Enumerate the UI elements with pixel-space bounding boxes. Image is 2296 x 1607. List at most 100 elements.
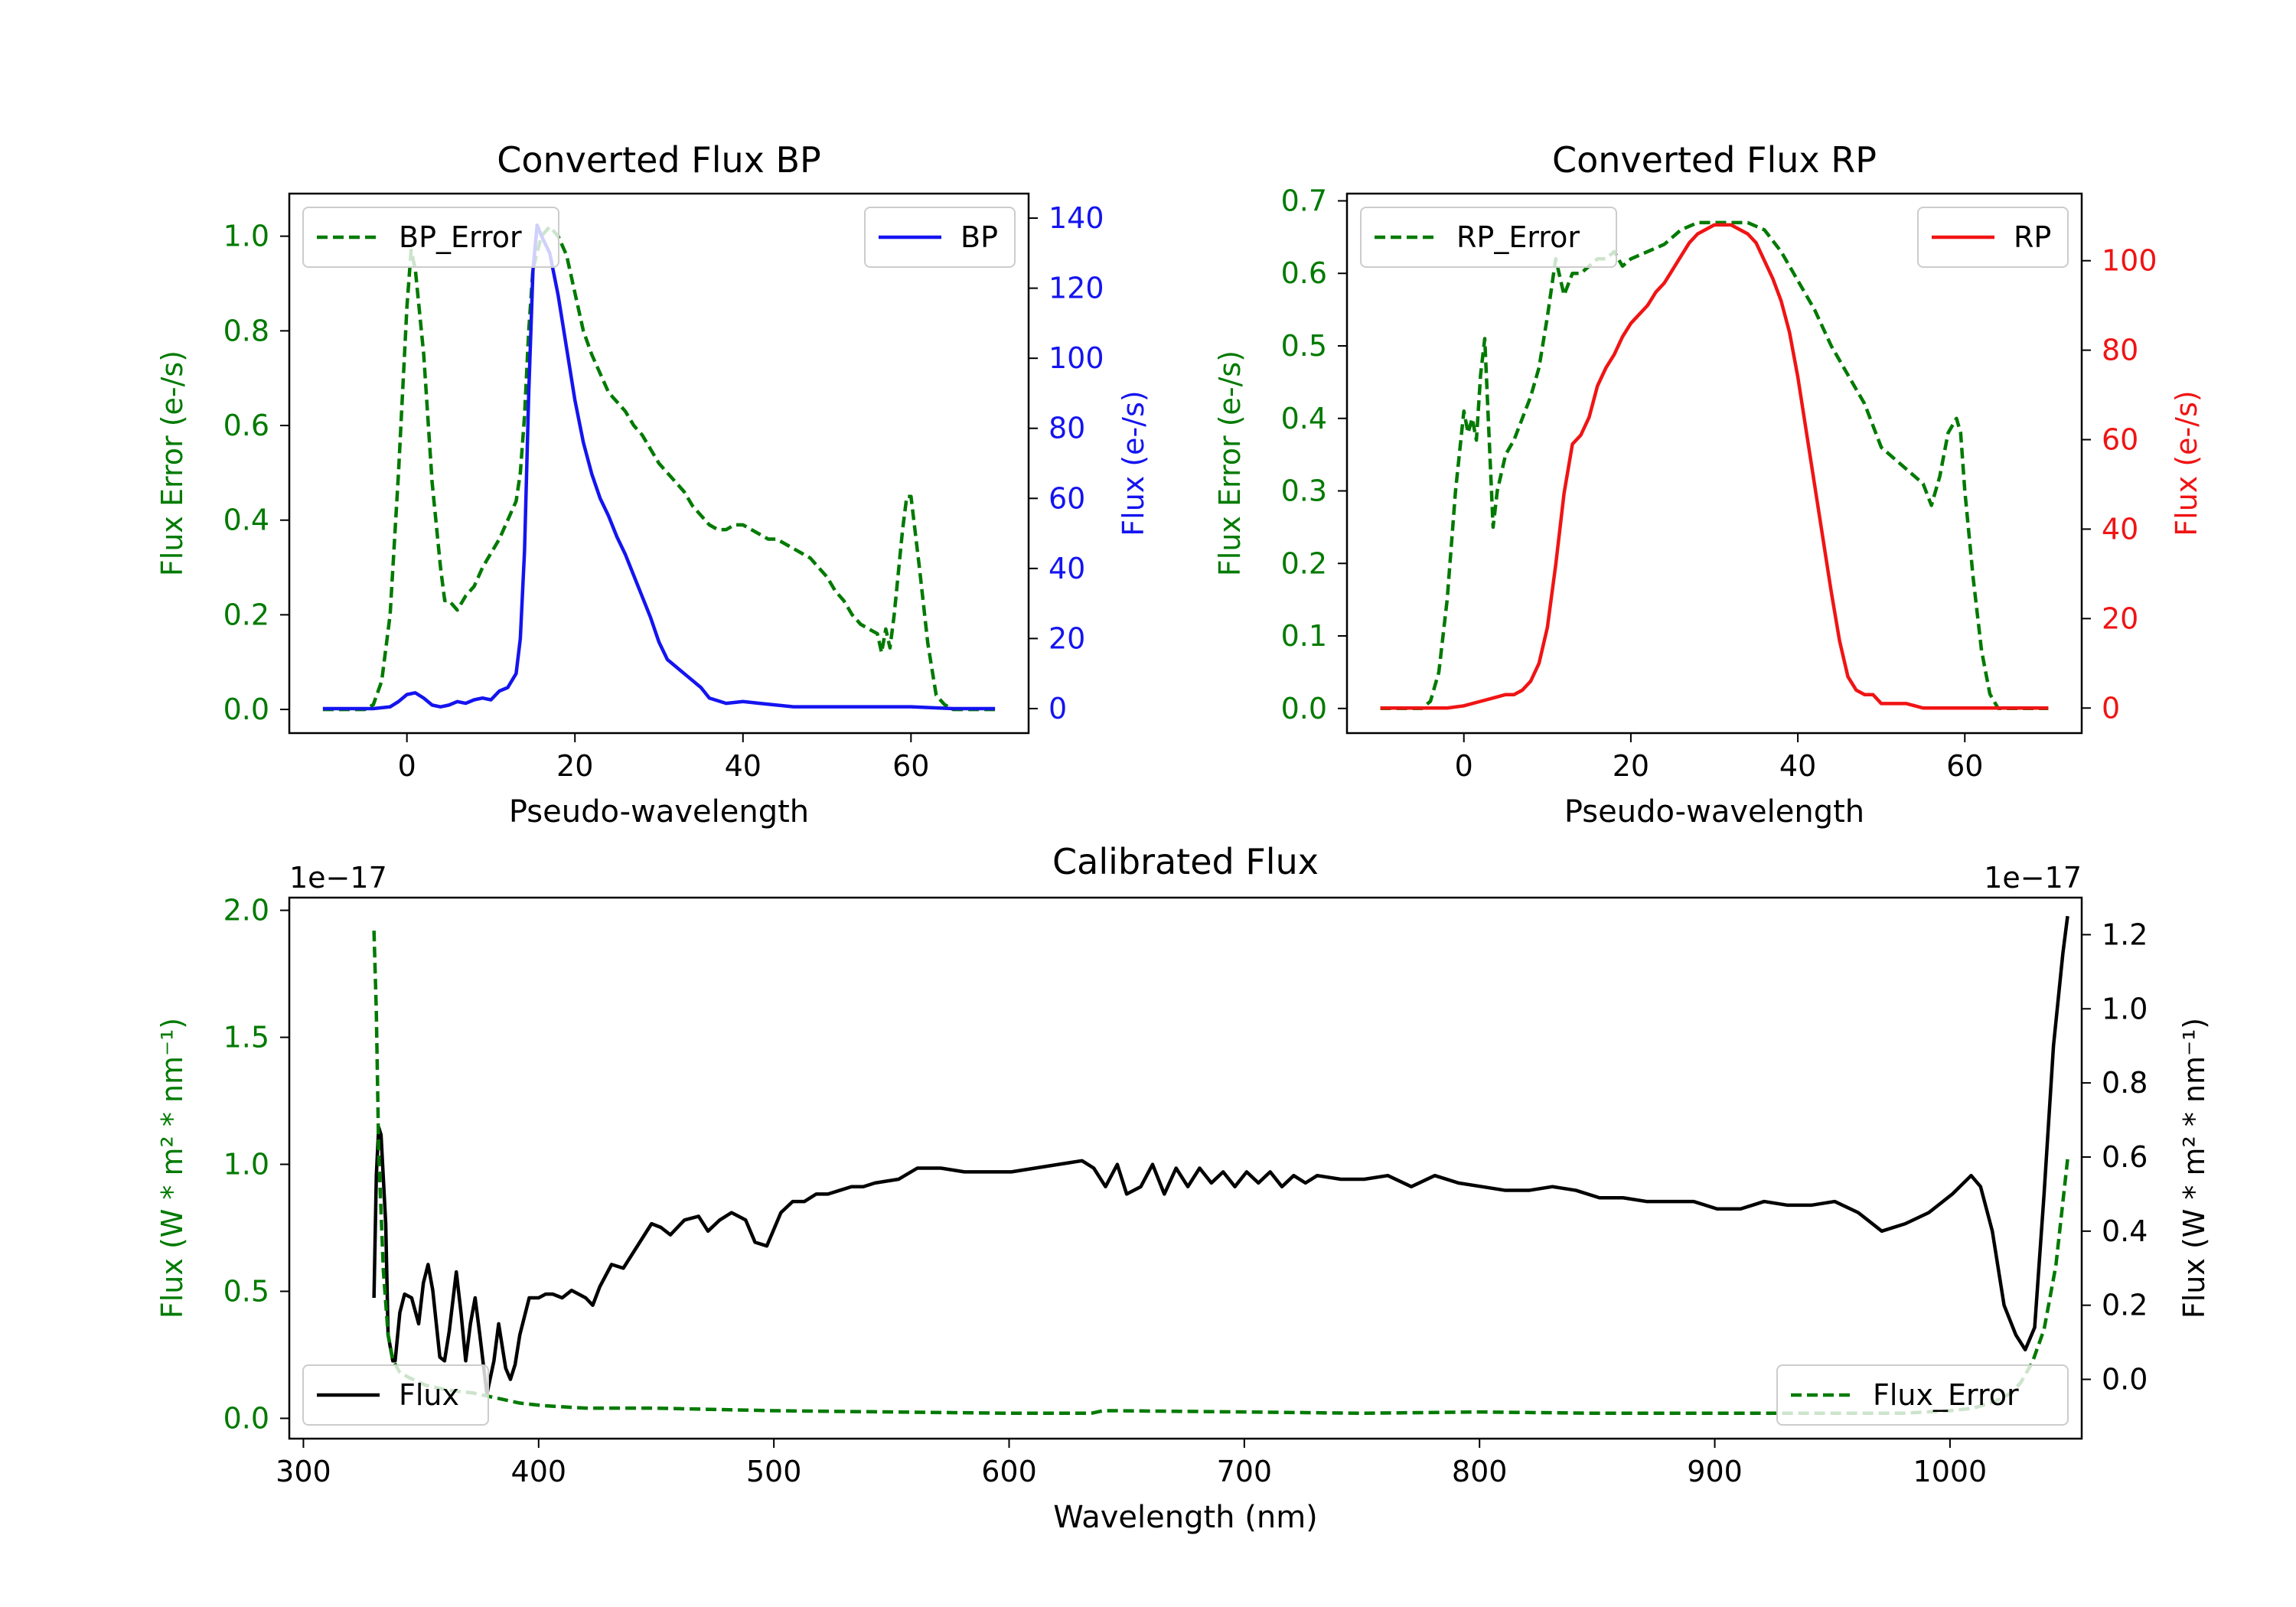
cal-left-tick-label: 1.5 — [223, 1021, 269, 1054]
bp-series-group — [322, 223, 996, 712]
rp-x-tick-label: 20 — [1613, 749, 1649, 783]
rp-right-tick-label: 40 — [2102, 512, 2138, 546]
cal-x-tick-label: 800 — [1452, 1455, 1508, 1488]
rp-x-tick-label: 60 — [1946, 749, 1983, 783]
cal-left-tick-label: 1.0 — [223, 1148, 269, 1182]
cal-x-tick-label: 1000 — [1913, 1455, 1988, 1488]
cal-x-tick-label: 900 — [1687, 1455, 1743, 1488]
cal-x-tick-label: 600 — [981, 1455, 1037, 1488]
cal-left-tick-label: 0.5 — [223, 1274, 269, 1308]
cal-series-flux — [372, 915, 2069, 1397]
bp-left-axis-label: Flux Error (e-/s) — [155, 350, 189, 576]
bp-x-tick-label: 0 — [398, 749, 416, 783]
rp-left-tick-label: 0.0 — [1281, 692, 1327, 725]
rp-right-tick-label: 20 — [2102, 601, 2138, 635]
rp-series-group — [1380, 220, 2049, 711]
bp-x-tick-label: 60 — [892, 749, 929, 783]
cal-axes-frame — [288, 896, 2083, 1440]
cal-right-tick-label: 0.2 — [2102, 1289, 2148, 1322]
rp-series-rp — [1380, 223, 2049, 710]
cal-x-tick-label: 400 — [511, 1455, 567, 1488]
rp-x-axis-label: Pseudo-wavelength — [1564, 794, 1864, 830]
bp-legend-bp-error: BP_Error — [302, 207, 559, 268]
rp-x-tick-label: 40 — [1779, 749, 1816, 783]
rp-left-tick-label: 0.7 — [1281, 184, 1327, 217]
legend-label: BP — [960, 220, 998, 254]
rp-panel: Converted Flux RP 0 20 40 60 Pseudo-wavelengt… — [1213, 139, 2203, 830]
cal-left-offset-text: 1e−17 — [289, 861, 387, 895]
rp-left-axis-label: Flux Error (e-/s) — [1213, 350, 1247, 576]
rp-left-tick-label: 0.2 — [1281, 546, 1327, 580]
legend-label: RP — [2014, 220, 2051, 254]
cal-left-tick-label: 0.0 — [223, 1401, 269, 1435]
rp-legend-rp-error: RP_Error — [1360, 207, 1617, 268]
legend-label: Flux_Error — [1873, 1378, 2019, 1412]
rp-right-tick-label: 100 — [2102, 244, 2157, 278]
bp-axes-frame — [288, 192, 1030, 735]
bp-left-tick-label: 0.4 — [223, 504, 269, 537]
bp-right-tick-label: 0 — [1049, 692, 1067, 725]
rp-right-tick-label: 0 — [2102, 691, 2120, 725]
bp-left-tick-label: 0.8 — [223, 314, 269, 347]
bp-legend-bp: BP — [864, 207, 1016, 268]
cal-legend-flux-error: Flux_Error — [1776, 1364, 2069, 1426]
bp-x-tick-label: 20 — [556, 749, 593, 783]
bp-right-tick-label: 120 — [1049, 272, 1104, 305]
bp-panel: Converted Flux BP 0 20 40 60 Pseudo-wavelengt… — [155, 139, 1150, 830]
bp-right-axis-label: Flux (e-/s) — [1117, 390, 1150, 536]
cal-right-tick-label: 0.6 — [2102, 1140, 2148, 1174]
rp-left-tick-label: 0.4 — [1281, 402, 1327, 435]
rp-axes-frame — [1345, 192, 2083, 735]
bp-left-tick-label: 1.0 — [223, 220, 269, 253]
calibrated-panel: Calibrated Flux 300 400 500 600 700 800 900 1000… — [155, 841, 2211, 1535]
rp-x-tick-label: 0 — [1455, 749, 1473, 783]
bp-series-bp — [322, 223, 996, 711]
bp-title: Converted Flux BP — [497, 139, 821, 181]
cal-right-tick-label: 0.0 — [2102, 1363, 2148, 1397]
cal-x-tick-label: 500 — [746, 1455, 802, 1488]
bp-right-tick-label: 20 — [1049, 621, 1085, 655]
rp-right-axis-label: Flux (e-/s) — [2170, 390, 2203, 536]
cal-right-tick-label: 0.4 — [2102, 1214, 2148, 1248]
legend-box — [302, 1364, 489, 1426]
legend-box — [302, 207, 559, 268]
bp-right-tick-label: 100 — [1049, 341, 1104, 375]
bp-left-tick-label: 0.6 — [223, 409, 269, 442]
cal-x-tick-label: 700 — [1217, 1455, 1273, 1488]
bp-left-tick-label: 0.0 — [223, 693, 269, 726]
legend-box — [1776, 1364, 2069, 1426]
cal-right-tick-label: 1.2 — [2102, 918, 2148, 951]
rp-right-tick-label: 80 — [2102, 334, 2138, 367]
rp-right-tick-label: 60 — [2102, 423, 2138, 457]
bp-x-axis-label: Pseudo-wavelength — [509, 794, 809, 830]
bp-left-tick-label: 0.2 — [223, 598, 269, 631]
cal-x-axis-label: Wavelength (nm) — [1053, 1500, 1318, 1535]
cal-right-tick-label: 0.8 — [2102, 1066, 2148, 1100]
legend-label: Flux — [399, 1378, 459, 1412]
cal-right-tick-label: 1.0 — [2102, 992, 2148, 1025]
bp-series-bp-error — [322, 225, 996, 712]
rp-series-rp-error — [1380, 220, 2049, 711]
rp-left-tick-label: 0.6 — [1281, 256, 1327, 290]
bp-right-tick-label: 60 — [1049, 481, 1085, 515]
bp-x-tick-label: 40 — [725, 749, 762, 783]
cal-legend-flux: Flux — [302, 1364, 489, 1426]
bp-right-tick-label: 40 — [1049, 552, 1085, 585]
legend-label: BP_Error — [399, 220, 522, 254]
cal-title: Calibrated Flux — [1052, 841, 1319, 882]
rp-left-tick-label: 0.3 — [1281, 474, 1327, 508]
cal-x-tick-label: 300 — [276, 1455, 331, 1488]
bp-right-tick-label: 140 — [1049, 201, 1104, 235]
cal-left-tick-label: 2.0 — [223, 894, 269, 927]
cal-right-axis-label: Flux (W * m² * nm⁻¹) — [2177, 1018, 2211, 1319]
rp-left-tick-label: 0.1 — [1281, 619, 1327, 653]
bp-right-tick-label: 80 — [1049, 412, 1085, 445]
cal-left-axis-label: Flux (W * m² * nm⁻¹) — [155, 1018, 189, 1319]
legend-label: RP_Error — [1456, 220, 1580, 254]
cal-right-offset-text: 1e−17 — [1984, 861, 2082, 895]
rp-title: Converted Flux RP — [1552, 139, 1877, 181]
rp-left-tick-label: 0.5 — [1281, 329, 1327, 363]
legend-box — [1360, 207, 1617, 268]
rp-legend-rp: RP — [1917, 207, 2069, 268]
